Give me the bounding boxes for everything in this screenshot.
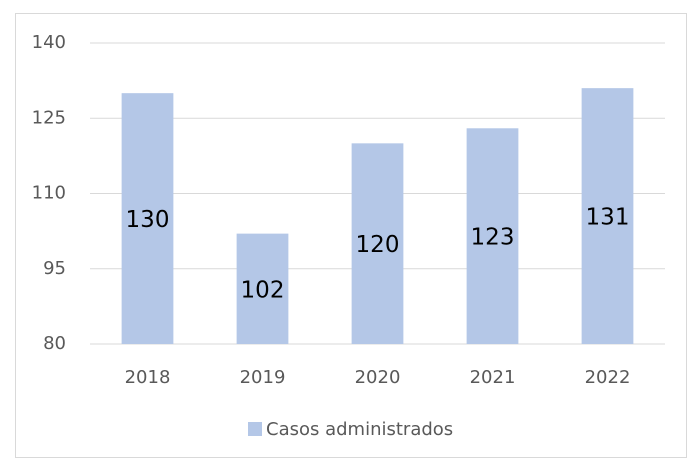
bar — [236, 233, 289, 344]
bar — [351, 143, 404, 344]
data-label: 131 — [586, 205, 630, 231]
data-label: 123 — [471, 225, 515, 251]
legend-swatch — [248, 422, 262, 436]
bar — [581, 88, 634, 345]
x-tick-label: 2018 — [125, 367, 171, 388]
data-label: 102 — [241, 277, 285, 303]
bar — [466, 128, 519, 344]
bar — [121, 93, 174, 345]
y-tick-label: 125 — [32, 107, 66, 128]
x-tick-label: 2020 — [355, 367, 401, 388]
legend-label: Casos administrados — [266, 419, 453, 440]
y-tick-label: 95 — [43, 258, 66, 279]
data-label: 130 — [126, 207, 170, 233]
y-tick-label: 110 — [32, 183, 66, 204]
x-tick-label: 2022 — [585, 367, 631, 388]
x-tick-label: 2021 — [470, 367, 516, 388]
y-tick-label: 140 — [32, 32, 66, 53]
y-tick-label: 80 — [43, 333, 66, 354]
x-tick-label: 2019 — [240, 367, 286, 388]
data-label: 120 — [356, 232, 400, 258]
